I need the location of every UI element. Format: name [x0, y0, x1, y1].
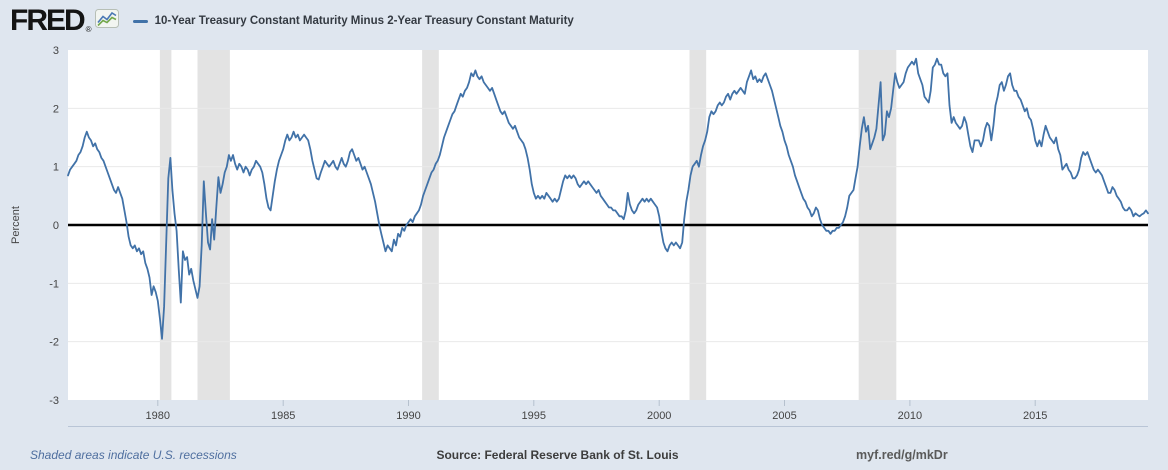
- y-axis-label: Percent: [10, 206, 22, 244]
- y-tick-label: 0: [53, 220, 59, 232]
- y-tick-label: -1: [49, 278, 59, 290]
- y-tick-label: 1: [53, 162, 59, 174]
- footer-divider: [68, 426, 1148, 427]
- x-tick-label: 2005: [772, 410, 796, 422]
- x-tick-label: 1995: [522, 410, 546, 422]
- registered-trademark-symbol: ®: [85, 25, 92, 34]
- y-tick-label: 3: [53, 45, 59, 57]
- header-bar: FRED ® 10-Year Treasury Constant Maturit…: [0, 0, 1168, 42]
- short-url-link[interactable]: myf.red/g/mkDr: [856, 448, 948, 462]
- x-tick-label: 1990: [396, 410, 420, 422]
- y-tick-label: -3: [49, 395, 59, 407]
- recession-shading-note: Shaded areas indicate U.S. recessions: [30, 448, 237, 462]
- fred-logo[interactable]: FRED ®: [10, 4, 119, 37]
- x-tick-label: 2015: [1023, 410, 1047, 422]
- x-tick-label: 2000: [647, 410, 671, 422]
- fred-logo-text: FRED: [10, 4, 86, 37]
- source-link[interactable]: Source: Federal Reserve Bank of St. Loui…: [436, 448, 679, 462]
- x-tick-label: 1980: [146, 410, 170, 422]
- line-chart-icon: [94, 9, 119, 33]
- series-legend-dash: [132, 19, 148, 23]
- y-tick-label: -2: [49, 337, 59, 349]
- x-tick-label: 2010: [898, 410, 922, 422]
- series-line[interactable]: [67, 57, 1149, 340]
- series-title[interactable]: 10-Year Treasury Constant Maturity Minus…: [154, 15, 574, 27]
- x-tick-label: 1985: [271, 410, 295, 422]
- y-tick-label: 2: [53, 103, 59, 115]
